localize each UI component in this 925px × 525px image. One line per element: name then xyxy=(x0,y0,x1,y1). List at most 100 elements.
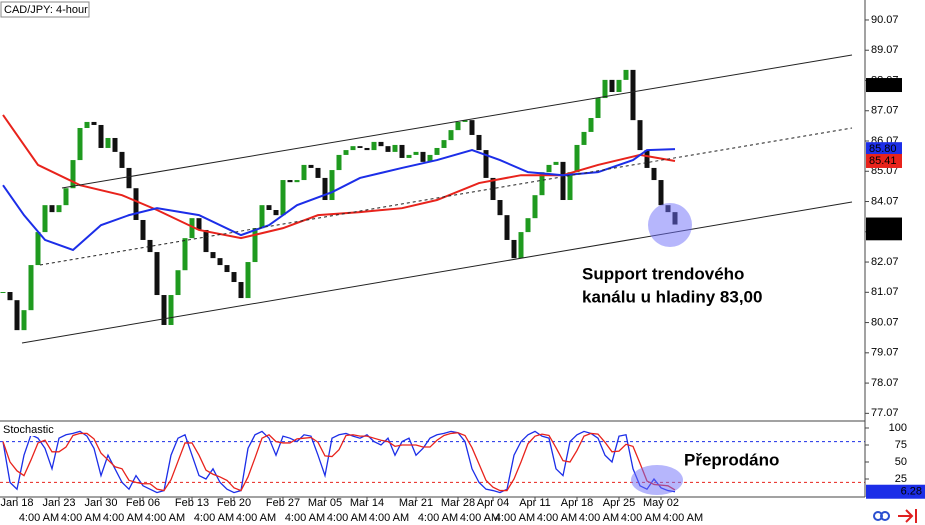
price-label-box xyxy=(866,153,902,168)
candle xyxy=(455,121,461,131)
y-tick-label: 50 xyxy=(895,456,907,468)
time-label: 4:00 AM xyxy=(418,512,458,524)
y-tick-label: 77.07 xyxy=(871,407,899,419)
time-label: 4:00 AM xyxy=(327,512,367,524)
candle xyxy=(602,79,608,99)
candle xyxy=(588,118,594,132)
x-tick-label: Apr 04 xyxy=(477,497,509,509)
toolbar-icons[interactable] xyxy=(873,509,917,523)
candle xyxy=(532,195,538,219)
stochastic-line xyxy=(2,432,676,492)
title-box xyxy=(0,1,90,18)
candle xyxy=(427,154,433,162)
candle xyxy=(133,188,139,220)
time-label: 4:00 AM xyxy=(579,512,619,524)
highlight-circle xyxy=(631,465,683,495)
candle xyxy=(490,177,496,201)
candle xyxy=(308,164,314,168)
x-tick-label: Mar 05 xyxy=(308,497,342,509)
y-tick-label: 84.07 xyxy=(871,195,899,207)
candle xyxy=(539,172,545,196)
candle xyxy=(378,141,384,147)
time-label: 4:00 AM xyxy=(194,512,234,524)
x-tick-label: Feb 06 xyxy=(126,497,160,509)
candle xyxy=(448,130,454,141)
candle xyxy=(413,151,419,155)
price-label-box xyxy=(866,142,902,157)
time-label: 4:00 AM xyxy=(61,512,101,524)
title-box xyxy=(1,423,56,436)
candle xyxy=(231,272,237,283)
y-tick-label: 81.07 xyxy=(871,286,899,298)
y-tick-label: 85.07 xyxy=(871,165,899,177)
candle xyxy=(35,232,41,266)
candle xyxy=(336,154,342,171)
candle xyxy=(203,229,209,253)
candle xyxy=(511,239,517,259)
link-icon[interactable] xyxy=(880,511,890,521)
candle xyxy=(476,134,482,151)
plot-area xyxy=(0,69,865,494)
time-label: 4:00 AM xyxy=(236,512,276,524)
candle xyxy=(518,232,524,259)
candle xyxy=(161,295,167,325)
goto-latest-icon[interactable] xyxy=(898,509,917,523)
x-tick-label: Apr 25 xyxy=(603,497,635,509)
price-label: 83.31 xyxy=(869,218,897,230)
candle xyxy=(7,292,13,301)
highlight-circle xyxy=(648,203,692,247)
price-label-box xyxy=(866,78,902,93)
candle xyxy=(126,167,132,189)
annotation: kanálu u hladiny 83,00 xyxy=(582,287,762,306)
candle xyxy=(616,79,622,92)
candle xyxy=(651,167,657,181)
candle xyxy=(273,210,279,216)
candle xyxy=(357,146,363,148)
time-label: 4:00 AM xyxy=(145,512,185,524)
candle xyxy=(224,265,230,273)
x-tick-label: Feb 20 xyxy=(217,497,251,509)
x-tick-label: Mar 28 xyxy=(441,497,475,509)
candle xyxy=(21,310,27,331)
y-tick-label: 80.07 xyxy=(871,316,899,328)
axes: 90.0789.0788.0787.0786.0785.0784.0783.07… xyxy=(0,14,925,524)
candle xyxy=(595,98,601,119)
y-tick-label: 82.07 xyxy=(871,256,899,268)
candle xyxy=(609,79,615,92)
candle xyxy=(469,120,475,135)
candle xyxy=(406,154,412,158)
candle xyxy=(196,218,202,230)
candle xyxy=(105,137,111,148)
x-tick-label: Feb 13 xyxy=(175,497,209,509)
candle xyxy=(462,120,468,122)
stochastic-line xyxy=(2,430,676,494)
candle xyxy=(119,151,125,168)
candle xyxy=(98,124,104,148)
candle xyxy=(112,137,118,152)
time-label: 4:00 AM xyxy=(537,512,577,524)
channel-upper xyxy=(61,54,853,189)
candle xyxy=(630,69,636,121)
candle xyxy=(147,239,153,253)
candle xyxy=(658,180,664,206)
candle xyxy=(301,164,307,181)
candle xyxy=(560,161,566,201)
candle xyxy=(28,265,34,311)
annotation: Přeprodáno xyxy=(684,450,779,469)
candle xyxy=(385,146,391,152)
time-label: 4:00 AM xyxy=(103,512,143,524)
candle xyxy=(637,120,643,151)
candle xyxy=(77,127,83,161)
candle xyxy=(217,258,223,266)
time-label: 4:00 AM xyxy=(285,512,325,524)
candle xyxy=(245,262,251,299)
time-label: 4:00 AM xyxy=(663,512,703,524)
candle xyxy=(182,238,188,271)
chart-title: CAD/JPY: 4-hour xyxy=(4,4,88,16)
candle xyxy=(567,172,573,201)
candle xyxy=(553,161,559,165)
x-tick-label: May 02 xyxy=(643,497,679,509)
candle xyxy=(140,219,146,240)
